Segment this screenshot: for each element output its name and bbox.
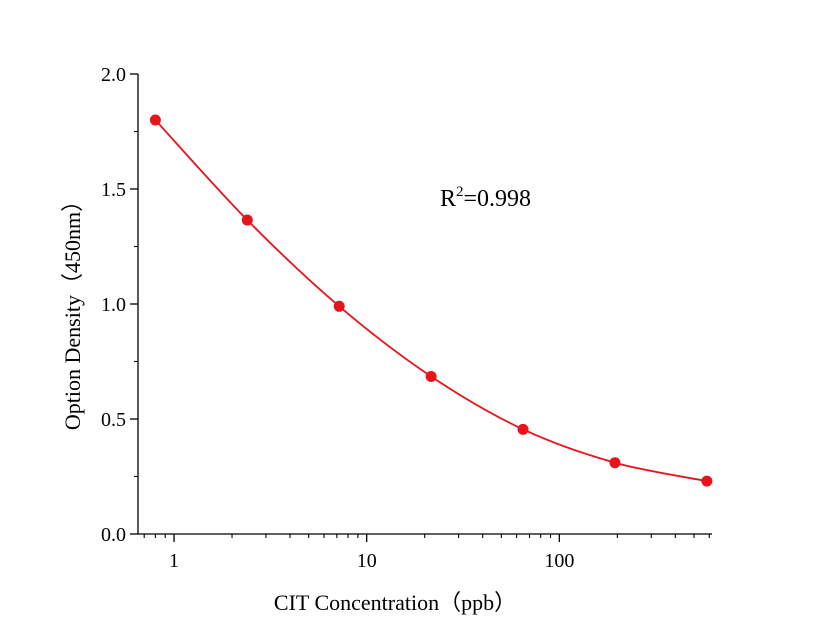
data-point (425, 370, 437, 382)
data-point (333, 300, 345, 312)
x-tick-label: 1 (169, 550, 179, 572)
data-point (517, 423, 529, 435)
x-tick-label: 100 (544, 550, 574, 572)
r-squared-value: =0.998 (464, 186, 532, 212)
r-squared-base: R (440, 186, 456, 212)
data-point (241, 214, 253, 226)
y-tick-label: 2.0 (101, 64, 126, 86)
y-tick-label: 1.5 (101, 179, 126, 201)
x-tick-label: 10 (357, 550, 377, 572)
y-ticks: 0.0 0.5 1.0 1.5 2.0 (101, 64, 138, 546)
y-tick-label: 1.0 (101, 294, 126, 316)
fit-curve (154, 119, 708, 482)
x-axis-title: CIT Concentration（ppb） (274, 590, 516, 615)
r-squared-annotation: R2=0.998 (440, 184, 531, 212)
plot-area (149, 114, 713, 487)
data-points (149, 114, 713, 487)
data-point (149, 114, 161, 126)
y-axis: 0.0 0.5 1.0 1.5 2.0 (101, 64, 139, 546)
data-point (609, 457, 621, 469)
data-point (701, 475, 713, 487)
r-squared-sup: 2 (456, 184, 464, 200)
y-tick-label: 0.5 (101, 409, 126, 431)
y-tick-label: 0.0 (101, 524, 126, 546)
x-ticks: 1 10 100 (143, 534, 710, 572)
x-axis: 1 10 100 (138, 533, 712, 572)
y-axis-title: Option Density（450nm） (60, 190, 85, 430)
